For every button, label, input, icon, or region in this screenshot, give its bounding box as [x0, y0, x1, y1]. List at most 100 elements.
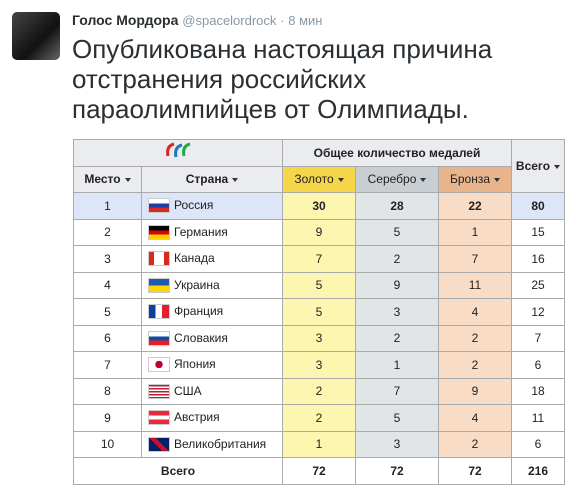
cell: 4: [438, 404, 512, 432]
cell-text: 5: [315, 278, 323, 293]
author[interactable]: Голос Мордора: [72, 12, 179, 28]
header-text: Место: [84, 172, 121, 187]
cell-text: 9: [104, 410, 111, 425]
flag: [148, 251, 170, 267]
data-row: 4 Украина 5 9 11 25: [73, 271, 565, 299]
cell: Словакия: [141, 324, 283, 352]
cell: 18: [511, 377, 565, 405]
cell-text: 28: [390, 198, 404, 213]
flag: [148, 198, 170, 214]
paralympic-logo: [166, 142, 191, 158]
cell-text: 4: [471, 304, 479, 319]
data-row: 6 Словакия 3 2 2 7: [73, 324, 565, 352]
cell: 25: [511, 271, 565, 299]
cell: 9: [438, 377, 512, 405]
cell: 2: [73, 218, 142, 246]
sort-icon: [554, 164, 561, 169]
cell: Великобритания: [141, 430, 283, 458]
tweet-header: Голос Мордора @spacelordrock · 8 мин: [72, 12, 322, 28]
sort-icon: [494, 178, 501, 183]
cell: 7: [282, 245, 356, 273]
cell-text: 11: [468, 278, 482, 293]
total-label: Всего: [73, 457, 283, 485]
cell: Германия: [141, 218, 283, 246]
cell: 22: [438, 192, 512, 220]
cell-text: 8: [104, 384, 111, 399]
cell: 1: [73, 192, 142, 220]
medal-table: Общее количество медалей Всего Место Страна…: [73, 139, 565, 485]
time[interactable]: · 8 мин: [280, 13, 323, 28]
header-text: Всего: [515, 159, 551, 173]
cell: 2: [282, 404, 356, 432]
column-header: Золото: [282, 165, 356, 193]
data-row: 9 Австрия 2 5 4 11: [73, 404, 565, 432]
cell: 6: [511, 430, 565, 458]
sort-icon: [124, 178, 131, 183]
total-cell: 72: [438, 457, 512, 485]
sort-icon: [232, 178, 239, 183]
cell-text: 10: [100, 437, 115, 452]
cell-text: 7: [315, 251, 323, 266]
data-row: 8 США 2 7 9 18: [73, 377, 565, 405]
cell: 5: [282, 298, 356, 326]
flag: [148, 410, 170, 426]
text-line: отстранения российских: [72, 64, 367, 94]
cell-text: 5: [393, 225, 401, 240]
cell: 5: [355, 404, 439, 432]
cell: 8: [73, 377, 142, 405]
header-row: Место Страна Золото Серебро Бронза: [73, 165, 565, 193]
cell: 15: [511, 218, 565, 246]
cell: 16: [511, 245, 565, 273]
cell-text: 2: [104, 225, 111, 240]
data-row: 10 Великобритания 1 3 2 6: [73, 430, 565, 458]
cell: Франция: [141, 298, 283, 326]
header-text: Серебро: [367, 172, 417, 187]
avatar[interactable]: [12, 12, 60, 60]
cell-text: 22: [468, 198, 482, 213]
cell-text: Япония: [174, 357, 216, 372]
cell: 30: [282, 192, 356, 220]
cell-text: 30: [312, 198, 326, 213]
cell: 2: [282, 377, 356, 405]
column-header: Серебро: [355, 165, 439, 193]
cell-text: 1: [104, 198, 111, 213]
total-cell: 72: [355, 457, 439, 485]
cell: 4: [438, 298, 512, 326]
cell: 6: [73, 324, 142, 352]
cell-text: 2: [471, 357, 479, 372]
flag: [148, 383, 170, 399]
cell-text: Словакия: [174, 330, 228, 345]
cell-text: 3: [315, 331, 323, 346]
cell-text: 9: [471, 384, 479, 399]
column-header: Место: [73, 165, 142, 193]
cell: 10: [73, 430, 142, 458]
cell-text: 1: [315, 437, 323, 452]
handle[interactable]: @spacelordrock: [182, 13, 277, 28]
flag: [148, 436, 170, 452]
header-row: Общее количество медалей Всего: [73, 139, 565, 193]
cell-text: Украина: [174, 277, 220, 292]
cell-text: 7: [534, 331, 542, 346]
cell: 3: [73, 245, 142, 273]
cell: 3: [355, 298, 439, 326]
cell: 9: [73, 404, 142, 432]
cell: 1: [355, 351, 439, 379]
cell: 7: [438, 245, 512, 273]
cell: 9: [355, 271, 439, 299]
cell-text: 5: [315, 304, 323, 319]
cell: 2: [355, 245, 439, 273]
cell-text: 2: [393, 331, 401, 346]
cell-text: Франция: [174, 304, 224, 319]
data-row: 5 Франция 5 3 4 12: [73, 298, 565, 326]
cell-text: 3: [393, 437, 401, 452]
cell-text: 9: [315, 225, 323, 240]
flag: [148, 277, 170, 293]
column-header: Страна: [141, 165, 283, 193]
cell-text: 9: [393, 278, 401, 293]
cell: 9: [282, 218, 356, 246]
cell-text: Германия: [174, 224, 228, 239]
cell-text: 2: [315, 384, 323, 399]
cell: 11: [511, 404, 565, 432]
data-row: 2 Германия 9 5 1 15: [73, 218, 565, 246]
cell: 7: [355, 377, 439, 405]
